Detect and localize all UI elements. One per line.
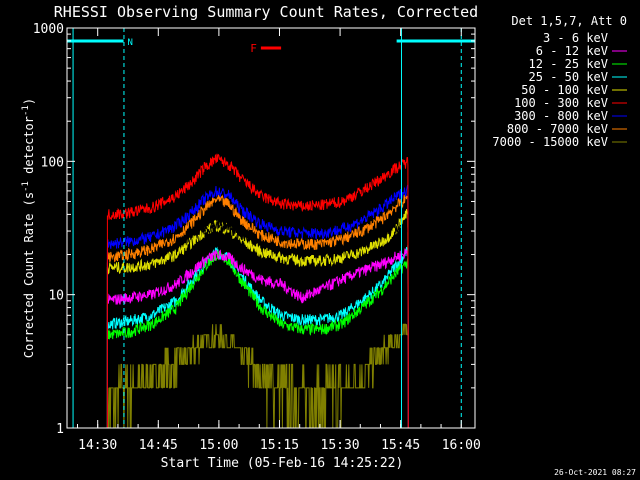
legend-title: Det 1,5,7, Att 0 <box>511 14 627 28</box>
x-axis: 14:30 14:45 15:00 15:15 15:30 15:45 16:00 <box>77 28 481 453</box>
series-line-4 <box>106 209 409 428</box>
series-line-5 <box>106 153 409 428</box>
series-line-0 <box>106 220 409 428</box>
legend-item-5: 100 - 300 keV <box>514 96 608 110</box>
y-tick-label-2: 100 <box>41 155 64 170</box>
y-tick-label-3: 1000 <box>33 22 64 37</box>
x-tick-label-0: 14:30 <box>78 438 117 453</box>
series-line-8 <box>106 323 409 428</box>
series-line-1 <box>106 248 409 428</box>
legend-item-0: 3 - 6 keV <box>543 31 608 45</box>
series-layer <box>106 153 409 428</box>
legend-item-6: 300 - 800 keV <box>514 109 608 123</box>
flare-label: F <box>250 42 257 55</box>
legend-item-2: 12 - 25 keV <box>529 57 608 71</box>
x-tick-label-3: 15:15 <box>260 438 299 453</box>
legend-item-7: 800 - 7000 keV <box>507 122 608 136</box>
x-axis-label: Start Time (05-Feb-16 14:25:22) <box>161 456 404 471</box>
plot-frame <box>66 27 476 429</box>
y-axis: 1 10 100 1000 <box>33 22 475 437</box>
legend-item-1: 6 - 12 keV <box>536 44 608 58</box>
x-tick-label-2: 15:00 <box>199 438 238 453</box>
x-tick-label-6: 16:00 <box>442 438 481 453</box>
legend-item-3: 25 - 50 keV <box>529 70 608 84</box>
timestamp: 26-Oct-2021 08:27 <box>554 468 636 477</box>
y-axis-label: Corrected Count Rate (s-1 detector-1) <box>21 98 36 358</box>
legend-item-8: 7000 - 15000 keV <box>492 135 608 149</box>
legend-item-4: 50 - 100 keV <box>521 83 608 97</box>
chart-title: RHESSI Observing Summary Count Rates, Co… <box>54 3 478 21</box>
series-line-3 <box>106 244 409 428</box>
y-tick-label-0: 1 <box>56 422 64 437</box>
series-line-6 <box>106 184 409 428</box>
x-tick-label-5: 15:45 <box>381 438 420 453</box>
x-tick-label-1: 14:45 <box>139 438 178 453</box>
series-line-2 <box>106 250 409 428</box>
y-tick-label-1: 10 <box>48 289 64 304</box>
night-label: N <box>128 38 133 48</box>
x-tick-label-4: 15:30 <box>321 438 360 453</box>
series-line-7 <box>106 192 409 428</box>
